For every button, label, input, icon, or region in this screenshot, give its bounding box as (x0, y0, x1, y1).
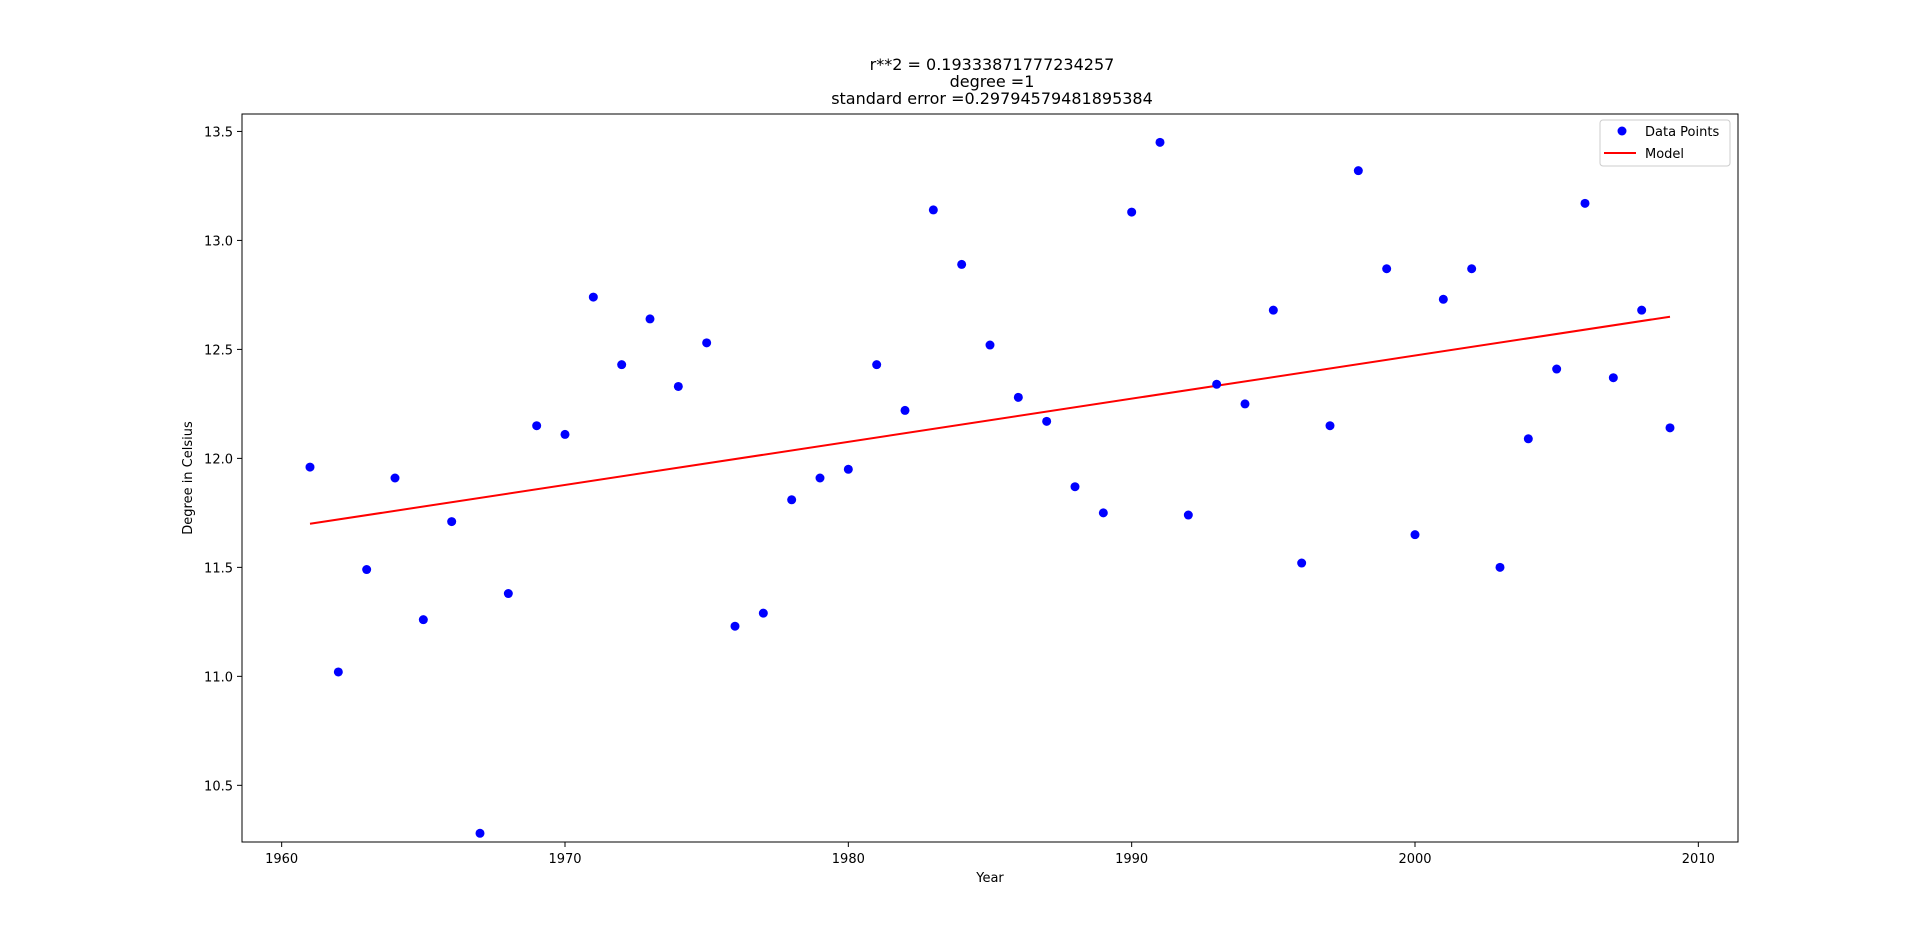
data-point (872, 360, 882, 370)
data-point (447, 517, 457, 527)
chart-title: r**2 = 0.19333871777234257 degree =1 sta… (831, 55, 1153, 108)
data-point (1438, 294, 1448, 304)
data-point (617, 360, 627, 370)
y-tick-label: 13.5 (204, 125, 233, 140)
data-point (333, 667, 343, 677)
data-point (1495, 562, 1505, 572)
data-point (1297, 558, 1307, 568)
plot-frame (241, 113, 1739, 843)
data-point (588, 292, 598, 302)
data-point (1042, 416, 1052, 426)
data-point (560, 429, 570, 439)
data-point (730, 621, 740, 631)
model-line (309, 315, 1671, 525)
legend-marker-points (1617, 126, 1627, 136)
y-tick-label: 13.0 (204, 234, 233, 249)
data-point (503, 589, 513, 599)
x-tick-label: 1960 (265, 852, 298, 867)
data-point (1127, 207, 1137, 217)
x-tick-label: 1970 (548, 852, 581, 867)
data-point (1013, 392, 1023, 402)
legend: Data Points Model (1599, 119, 1731, 167)
data-point (702, 338, 712, 348)
y-tick-label: 11.5 (204, 561, 233, 576)
data-point (1240, 399, 1250, 409)
data-point (362, 565, 372, 575)
data-point (1183, 510, 1193, 520)
data-point (305, 462, 315, 472)
title-line-standard-error: standard error =0.29794579481895384 (831, 89, 1153, 108)
data-point (1523, 434, 1533, 444)
y-tick-label: 11.0 (204, 670, 233, 685)
data-point (1637, 305, 1647, 315)
x-tick-label: 1990 (1115, 852, 1148, 867)
title-line-r2: r**2 = 0.19333871777234257 (870, 55, 1115, 74)
data-point (1467, 264, 1477, 274)
data-point (985, 340, 995, 350)
data-point (1353, 166, 1363, 176)
data-point (1608, 373, 1618, 383)
data-point (1410, 530, 1420, 540)
y-axis-label: Degree in Celsius (181, 421, 196, 535)
data-point (1580, 198, 1590, 208)
data-point (957, 259, 967, 269)
data-point (532, 421, 542, 431)
y-tick-label: 10.5 (204, 779, 233, 794)
x-tick-label: 2010 (1682, 852, 1715, 867)
legend-box (1599, 119, 1731, 167)
data-point (1382, 264, 1392, 274)
data-point (1268, 305, 1278, 315)
x-tick-label: 1980 (832, 852, 865, 867)
data-point (645, 314, 655, 324)
x-tick-label: 2000 (1398, 852, 1431, 867)
y-axis: 10.5 11.0 11.5 12.0 12.5 13.0 13.5 (204, 125, 242, 794)
data-point (1325, 421, 1335, 431)
data-point (815, 473, 825, 483)
data-point (390, 473, 400, 483)
data-point (673, 381, 683, 391)
x-axis: 1960 1970 1980 1990 2000 2010 (265, 842, 1715, 867)
title-line-degree: degree =1 (950, 72, 1035, 91)
x-axis-label: Year (975, 871, 1004, 886)
legend-label-points: Data Points (1645, 125, 1719, 140)
y-tick-label: 12.5 (204, 343, 233, 358)
data-point (1552, 364, 1562, 374)
data-point (787, 495, 797, 505)
y-tick-label: 12.0 (204, 452, 233, 467)
data-point (1070, 482, 1080, 492)
data-point (928, 205, 938, 215)
data-point (900, 405, 910, 415)
data-point (418, 615, 428, 625)
data-point (1212, 379, 1222, 389)
data-point (475, 828, 485, 838)
plot-layer (305, 137, 1675, 838)
data-point (758, 608, 768, 618)
data-point (1155, 137, 1165, 147)
legend-label-model: Model (1645, 147, 1684, 162)
data-point (1098, 508, 1108, 518)
data-point (843, 464, 853, 474)
data-point (1665, 423, 1675, 433)
